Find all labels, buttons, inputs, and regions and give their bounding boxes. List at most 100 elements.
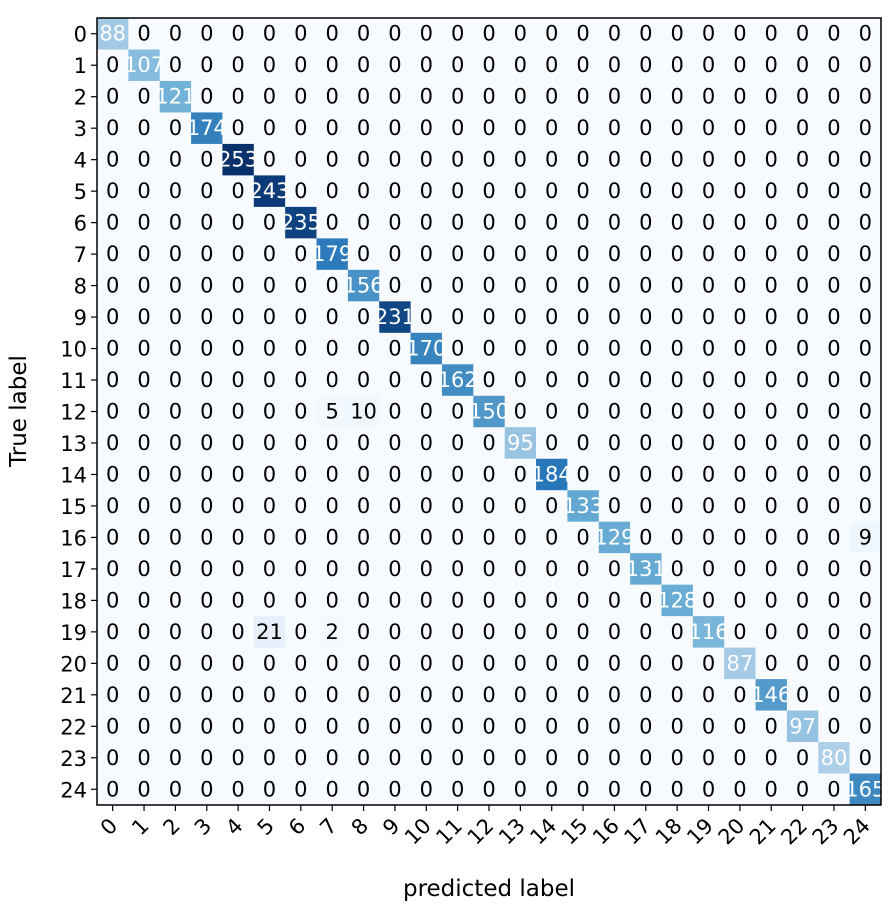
heatmap-cell-r17-c17 — [630, 553, 662, 586]
heatmap-cell-r0-c6 — [285, 18, 317, 50]
cell-value-label: 0 — [702, 494, 715, 518]
heatmap-cell-r5-c7 — [316, 175, 349, 208]
heatmap-cell-r14-c18 — [661, 458, 694, 491]
heatmap-cell-r14-c12 — [473, 458, 506, 491]
heatmap-cell-r13-c16 — [598, 427, 631, 460]
cell-value-label: 0 — [545, 557, 558, 581]
cell-value-label: 0 — [420, 148, 433, 172]
cell-value-label: 0 — [420, 683, 433, 707]
heatmap-cell-r11-c18 — [661, 364, 694, 397]
heatmap-cell-r11-c19 — [692, 364, 725, 397]
heatmap-cell-r8-c16 — [598, 269, 631, 302]
cell-value-label: 0 — [231, 179, 244, 203]
cell-value-label: 0 — [169, 651, 182, 675]
cell-value-label: 0 — [639, 462, 652, 486]
cell-value-label: 0 — [326, 337, 339, 361]
cell-value-label: 0 — [545, 651, 558, 675]
cell-value-label: 88 — [99, 22, 126, 46]
cell-value-label: 0 — [451, 588, 464, 612]
heatmap-cell-r16-c14 — [536, 521, 568, 554]
cell-value-label: 0 — [169, 305, 182, 329]
cell-value-label: 162 — [438, 368, 478, 392]
heatmap-cell-r6-c12 — [473, 206, 506, 239]
cell-value-label: 0 — [326, 588, 339, 612]
cell-value-label: 133 — [563, 494, 603, 518]
cell-value-label: 0 — [137, 400, 150, 424]
heatmap-cell-r8-c22 — [786, 269, 819, 302]
cell-value-label: 0 — [169, 148, 182, 172]
cell-value-label: 0 — [608, 116, 621, 140]
heatmap-cell-r5-c0 — [97, 175, 129, 208]
cell-value-label: 0 — [765, 462, 778, 486]
cell-value-label: 0 — [733, 179, 746, 203]
heatmap-cell-r5-c13 — [504, 175, 537, 208]
heatmap-cell-r24-c22 — [786, 773, 819, 806]
cell-value-label: 0 — [326, 494, 339, 518]
cell-value-label: 0 — [639, 337, 652, 361]
heatmap-cell-r20-c21 — [755, 647, 788, 680]
heatmap-cell-r15-c23 — [818, 490, 851, 523]
heatmap-cell-r24-c12 — [473, 773, 506, 806]
cell-value-label: 0 — [765, 525, 778, 549]
cell-value-label: 0 — [859, 494, 872, 518]
cell-value-label: 0 — [859, 368, 872, 392]
cell-value-label: 0 — [263, 85, 276, 109]
heatmap-cell-r11-c17 — [630, 364, 662, 397]
heatmap-cell-r19-c19 — [692, 616, 725, 648]
heatmap-cell-r7-c19 — [692, 238, 725, 271]
cell-value-label: 0 — [231, 588, 244, 612]
heatmap-cell-r22-c0 — [97, 710, 129, 743]
cell-value-label: 0 — [357, 116, 370, 140]
cell-value-label: 0 — [451, 525, 464, 549]
cell-value-label: 0 — [827, 116, 840, 140]
heatmap-cell-r10-c3 — [191, 332, 223, 365]
cell-value-label: 0 — [169, 620, 182, 644]
heatmap-cell-r15-c16 — [598, 490, 631, 523]
heatmap-cell-r13-c9 — [379, 427, 411, 460]
cell-value-label: 0 — [294, 620, 307, 644]
cell-value-label: 0 — [200, 400, 213, 424]
heatmap-cell-labels: 88 0 0 0 0 0 0 0 0 0 0 0 0 0 0 0 0 0 0 0 0 0 0 0 00 107 0 0 0 0 0 0 0 0 0 0… — [99, 22, 885, 802]
cell-value-label: 0 — [482, 746, 495, 770]
cell-value-label: 0 — [420, 211, 433, 235]
heatmap-cell-r11-c12 — [473, 364, 506, 397]
heatmap-cell-r23-c16 — [598, 742, 631, 774]
heatmap-cell-r21-c21 — [755, 679, 788, 711]
cell-value-label: 0 — [765, 85, 778, 109]
heatmap-cell-r8-c23 — [818, 269, 851, 302]
cell-value-label: 0 — [294, 22, 307, 46]
heatmap-cell-r0-c21 — [755, 18, 788, 50]
heatmap-cell-r0-c10 — [410, 18, 443, 50]
heatmap-cell-r18-c14 — [536, 584, 568, 617]
heatmap-cell-r18-c5 — [253, 584, 286, 617]
cell-value-label: 0 — [200, 85, 213, 109]
y-tick-label: 20 — [60, 652, 87, 676]
heatmap-cell-r19-c16 — [598, 616, 631, 648]
heatmap-cell-r16-c16 — [598, 521, 631, 554]
cell-value-label: 0 — [200, 462, 213, 486]
cell-value-label: 0 — [514, 116, 527, 140]
heatmap-cell-r14-c24 — [849, 458, 882, 491]
heatmap-cell-r16-c15 — [567, 521, 600, 554]
cell-value-label: 0 — [576, 620, 589, 644]
heatmap-cell-r15-c24 — [849, 490, 882, 523]
cell-value-label: 179 — [312, 242, 352, 266]
heatmap-cell-r10-c9 — [379, 332, 411, 365]
heatmap-cell-r4-c22 — [786, 143, 819, 176]
heatmap-cell-r23-c22 — [786, 742, 819, 774]
heatmap-cell-r24-c7 — [316, 773, 349, 806]
heatmap-cell-r12-c7 — [316, 395, 349, 428]
heatmap-cell-r5-c14 — [536, 175, 568, 208]
y-tick-label: 17 — [60, 558, 87, 582]
heatmap-cell-r17-c5 — [253, 553, 286, 586]
cell-value-label: 0 — [200, 368, 213, 392]
heatmap-cell-r12-c15 — [567, 395, 600, 428]
heatmap-cell-r1-c12 — [473, 49, 506, 82]
cell-value-label: 0 — [137, 242, 150, 266]
heatmap-cell-r18-c9 — [379, 584, 411, 617]
heatmap-cell-r7-c16 — [598, 238, 631, 271]
cell-value-label: 0 — [420, 651, 433, 675]
heatmap-cell-r14-c6 — [285, 458, 317, 491]
cell-value-label: 0 — [263, 337, 276, 361]
cell-value-label: 0 — [702, 431, 715, 455]
